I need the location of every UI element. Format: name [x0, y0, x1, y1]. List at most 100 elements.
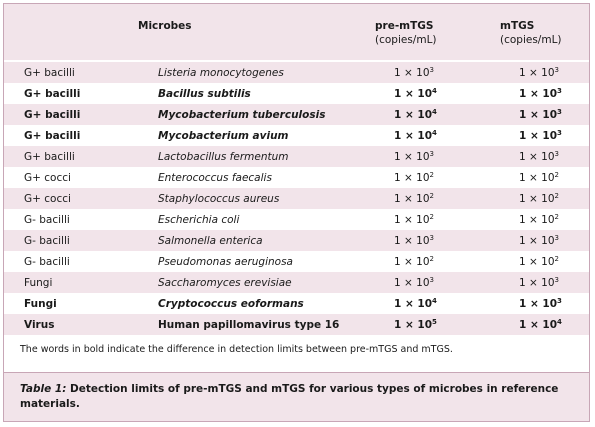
pre-mtgs-limit-value: 1 × 105: [394, 317, 437, 331]
pre-mtgs-limit-value: 1 × 104: [394, 108, 437, 121]
pre-mtgs-limit-value: 1 × 102: [394, 213, 434, 226]
mtgs-limit-value: 1 × 102: [519, 254, 559, 268]
mtgs-limit-base: 1 × 10: [519, 255, 555, 268]
microbe-name: Escherichia coli: [158, 209, 394, 230]
table-row: Fungi Cryptococcus eoformans 1 × 104 1 × 10…: [4, 293, 589, 314]
mtgs-limit-exponent: 3: [557, 128, 562, 137]
pre-mtgs-limit-exponent: 2: [429, 170, 434, 179]
table-row: G+ bacilli Mycobacterium avium 1 × 104 1 × …: [4, 125, 589, 146]
microbe-name-label: Mycobacterium avium: [158, 129, 289, 142]
mtgs-limit-exponent: 2: [554, 254, 559, 263]
pre-mtgs-limit-exponent: 4: [432, 86, 437, 95]
mtgs-limit-exponent: 3: [554, 233, 559, 242]
table-row: G+ cocci Staphylococcus aureus 1 × 102 1 × …: [4, 188, 589, 209]
pre-mtgs-limit-value: 1 × 102: [394, 170, 434, 184]
pre-mtgs-limit-value: 1 × 103: [394, 275, 434, 289]
mtgs-limit-base: 1 × 10: [519, 234, 555, 247]
microbe-type-label: Fungi: [24, 297, 57, 310]
microbe-type-label: G+ bacilli: [24, 129, 81, 142]
microbe-name: Bacillus subtilis: [158, 83, 394, 104]
pre-mtgs-limit: 1 × 104: [394, 104, 519, 125]
microbe-type: Fungi: [4, 272, 158, 293]
microbe-name: Pseudomonas aeruginosa: [158, 251, 394, 272]
pre-mtgs-limit-exponent: 3: [429, 233, 434, 242]
pre-mtgs-limit-base: 1 × 10: [394, 192, 430, 205]
mtgs-limit: 1 × 103: [519, 62, 589, 83]
microbe-name: Staphylococcus aureus: [158, 188, 394, 209]
mtgs-limit-value: 1 × 103: [519, 108, 562, 121]
mtgs-limit-base: 1 × 10: [519, 108, 558, 121]
header-pre-mtgs: pre-mTGS (copies/mL): [375, 19, 437, 47]
microbe-type: G+ bacilli: [4, 83, 158, 104]
header-mtgs-title: mTGS: [500, 20, 535, 32]
microbe-type-label: G- bacilli: [24, 213, 70, 226]
pre-mtgs-limit-exponent: 3: [429, 275, 434, 284]
pre-mtgs-limit-value: 1 × 104: [394, 128, 437, 142]
table-row: G- bacilli Escherichia coli 1 × 102 1 × 102: [4, 209, 589, 230]
microbe-type-label: Virus: [24, 318, 55, 331]
mtgs-limit-exponent: 3: [554, 149, 559, 158]
mtgs-limit-base: 1 × 10: [519, 150, 555, 163]
mtgs-limit: 1 × 103: [519, 272, 589, 293]
pre-mtgs-limit: 1 × 104: [394, 125, 519, 146]
pre-mtgs-limit-base: 1 × 10: [394, 276, 430, 289]
mtgs-limit: 1 × 103: [519, 104, 589, 125]
microbe-name-label: Staphylococcus aureus: [158, 192, 280, 205]
microbe-name-label: Escherichia coli: [158, 213, 240, 226]
mtgs-limit-value: 1 × 102: [519, 213, 559, 226]
mtgs-limit-value: 1 × 102: [519, 191, 559, 205]
microbe-type: G+ bacilli: [4, 104, 158, 125]
pre-mtgs-limit-exponent: 2: [429, 254, 434, 263]
pre-mtgs-limit-exponent: 4: [432, 128, 437, 137]
microbe-type: G- bacilli: [4, 209, 158, 230]
mtgs-limit: 1 × 104: [519, 314, 589, 335]
microbe-type-label: G- bacilli: [24, 255, 70, 268]
mtgs-limit-value: 1 × 103: [519, 128, 562, 142]
microbe-type-label: G+ bacilli: [24, 66, 75, 79]
mtgs-limit-exponent: 2: [554, 191, 559, 200]
mtgs-limit-value: 1 × 103: [519, 87, 562, 100]
pre-mtgs-limit: 1 × 102: [394, 209, 519, 230]
pre-mtgs-limit: 1 × 105: [394, 314, 519, 335]
header-microbes: Microbes: [138, 20, 192, 32]
microbe-name: Human papillomavirus type 16: [158, 314, 394, 335]
table-footnote: The words in bold indicate the differenc…: [20, 344, 453, 355]
caption-body: Detection limits of pre-mTGS and mTGS fo…: [20, 383, 559, 410]
microbe-type: Virus: [4, 314, 158, 335]
pre-mtgs-limit-value: 1 × 104: [394, 297, 437, 310]
mtgs-limit-base: 1 × 10: [519, 297, 558, 310]
pre-mtgs-limit-base: 1 × 10: [394, 87, 433, 100]
pre-mtgs-limit-value: 1 × 103: [394, 150, 434, 163]
microbe-type: G+ cocci: [4, 188, 158, 209]
header-mtgs-unit: (copies/mL): [500, 34, 562, 46]
microbe-name-label: Cryptococcus eoformans: [158, 297, 304, 310]
mtgs-limit-value: 1 × 102: [519, 170, 559, 184]
mtgs-limit-exponent: 2: [554, 170, 559, 179]
microbe-type-label: G+ bacilli: [24, 150, 75, 163]
microbe-type: Fungi: [4, 293, 158, 314]
microbe-name-label: Salmonella enterica: [158, 234, 263, 247]
pre-mtgs-limit: 1 × 102: [394, 188, 519, 209]
table-caption: Table 1: Detection limits of pre-mTGS an…: [4, 372, 589, 421]
pre-mtgs-limit: 1 × 103: [394, 230, 519, 251]
pre-mtgs-limit-base: 1 × 10: [394, 234, 430, 247]
header-mtgs: mTGS (copies/mL): [500, 19, 562, 47]
mtgs-limit-base: 1 × 10: [519, 87, 558, 100]
microbe-name: Salmonella enterica: [158, 230, 394, 251]
table-row: G+ bacilli Bacillus subtilis 1 × 104 1 × 10…: [4, 83, 589, 104]
header-pre-mtgs-unit: (copies/mL): [375, 34, 437, 46]
mtgs-limit-base: 1 × 10: [519, 213, 555, 226]
pre-mtgs-limit-base: 1 × 10: [394, 171, 430, 184]
table-row: G+ cocci Enterococcus faecalis 1 × 102 1 × …: [4, 167, 589, 188]
pre-mtgs-limit-exponent: 5: [432, 317, 437, 326]
mtgs-limit-base: 1 × 10: [519, 192, 555, 205]
pre-mtgs-limit-base: 1 × 10: [394, 66, 430, 79]
pre-mtgs-limit-base: 1 × 10: [394, 318, 433, 331]
pre-mtgs-limit-base: 1 × 10: [394, 108, 433, 121]
mtgs-limit-base: 1 × 10: [519, 66, 555, 79]
microbe-type-label: Fungi: [24, 276, 53, 289]
pre-mtgs-limit-value: 1 × 103: [394, 233, 434, 247]
microbe-name-label: Enterococcus faecalis: [158, 171, 272, 184]
mtgs-limit: 1 × 103: [519, 293, 589, 314]
microbe-name: Lactobacillus fermentum: [158, 146, 394, 167]
